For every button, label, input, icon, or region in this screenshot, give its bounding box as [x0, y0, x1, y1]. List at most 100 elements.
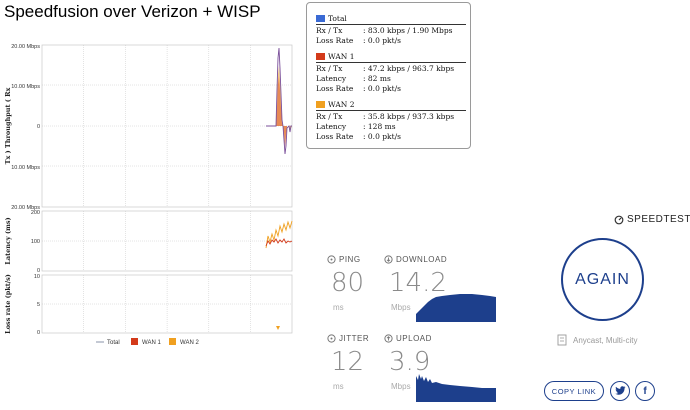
download-header: DOWNLOAD	[384, 255, 447, 264]
lat-tick-2: 0	[37, 268, 40, 274]
stats-row: Latency: 128 ms	[316, 122, 464, 132]
page-title: Speedfusion over Verizon + WISP	[4, 2, 261, 21]
stats-row: Loss Rate : 0.0 pkt/s	[316, 132, 464, 142]
stats-value: : 0.0 pkt/s	[363, 36, 401, 45]
speedtest-brand: SPEEDTEST	[614, 214, 690, 225]
legend-label: WAN 2	[180, 340, 199, 346]
facebook-icon: f	[643, 385, 647, 397]
tp-tick-3: 10.00 Mbps	[11, 165, 40, 171]
tp-tick-2: 0	[37, 124, 40, 130]
throughput-chart: 20.00 Mbps 10.00 Mbps 0 10.00 Mbps 20.00…	[4, 44, 293, 211]
color-swatch	[316, 15, 325, 22]
stats-value: : 47.2 kbps / 963.7 kbps	[363, 64, 455, 73]
speedtest-logo-icon	[614, 215, 624, 224]
color-swatch	[316, 53, 325, 60]
legend-swatch	[131, 338, 138, 345]
stats-value: : 35.8 kbps / 937.3 kbps	[363, 112, 455, 121]
stats-key: Loss Rate	[316, 84, 354, 93]
stats-value: : 0.0 pkt/s	[363, 132, 401, 141]
legend-label: Total	[107, 340, 120, 346]
stats-value: : 128 ms	[363, 122, 396, 131]
legend-label: WAN 1	[142, 340, 161, 346]
tp-tick-0: 20.00 Mbps	[11, 44, 40, 50]
download-unit: Mbps	[391, 303, 411, 312]
total-throughput-line	[266, 47, 292, 155]
legend-swatch	[169, 338, 176, 345]
lat-tick-1: 100	[31, 239, 40, 245]
twitter-button[interactable]	[610, 381, 630, 401]
loss-tick-2: 0	[37, 330, 40, 336]
twitter-icon	[614, 386, 625, 395]
upload-header: UPLOAD	[384, 334, 432, 343]
ping-icon	[327, 255, 336, 264]
stats-group-name: WAN 1	[328, 52, 355, 61]
chart-area: 20.00 Mbps 10.00 Mbps 0 10.00 Mbps 20.00…	[4, 44, 293, 346]
stats-key: Rx / Tx	[316, 112, 343, 121]
ping-value: 80	[331, 268, 365, 298]
upload-label: UPLOAD	[396, 334, 432, 343]
stats-row: Latency : 82 ms	[316, 74, 464, 84]
wan1-latency-line	[265, 238, 293, 247]
copy-link-button[interactable]: COPY LINK	[544, 381, 604, 401]
upload-graph	[416, 374, 496, 402]
upload-icon	[384, 334, 393, 343]
stats-key: Rx / Tx	[316, 64, 343, 73]
stats-group-header: Total	[316, 14, 466, 25]
tp-tick-1: 10.00 Mbps	[11, 84, 40, 90]
wan2-throughput-area	[276, 66, 292, 144]
jitter-icon	[327, 334, 336, 343]
stats-group-header: WAN 1	[316, 52, 466, 63]
jitter-value: 12	[331, 347, 365, 377]
stats-group-name: WAN 2	[328, 100, 355, 109]
download-value: 14.2	[389, 268, 447, 298]
stats-value: : 0.0 pkt/s	[363, 84, 401, 93]
ping-header: PING	[327, 255, 361, 264]
jitter-header: JITTER	[327, 334, 369, 343]
speedtest-brand-text: SPEEDTEST	[627, 214, 690, 225]
loss-chart: 10 5 0 Loss rate (pkt/s)	[4, 274, 293, 336]
stats-group-header: WAN 2	[316, 100, 466, 111]
ping-label: PING	[339, 255, 361, 264]
facebook-button[interactable]: f	[635, 381, 655, 401]
loss-tick-0: 10	[34, 274, 40, 280]
upload-value: 3.9	[389, 347, 431, 377]
download-label: DOWNLOAD	[396, 255, 448, 264]
wan2-loss-marker	[276, 326, 280, 330]
stats-row: Rx / Tx : 47.2 kbps / 963.7 kbps	[316, 64, 464, 74]
stats-key: Latency	[316, 74, 347, 83]
stats-key: Loss Rate	[316, 36, 354, 45]
stats-row: Rx / Tx : 35.8 kbps / 937.3 kbps	[316, 112, 464, 122]
lat-ylabel: Latency (ms)	[4, 217, 12, 264]
tp-ylabel: Tx ) Throughput ( Rx	[4, 87, 12, 164]
stats-value: : 83.0 kbps / 1.90 Mbps	[363, 26, 453, 35]
stats-key: Loss Rate	[316, 132, 354, 141]
stats-row: Rx / Tx : 83.0 kbps / 1.90 Mbps	[316, 26, 464, 36]
server-icon	[557, 334, 567, 346]
latency-chart: 200 100 0 Latency (ms)	[4, 210, 293, 274]
download-graph	[416, 294, 496, 322]
stats-group-wan-2: WAN 2 Rx / Tx : 35.8 kbps / 937.3 kbps Late…	[316, 100, 466, 142]
upload-unit: Mbps	[391, 382, 411, 391]
download-icon	[384, 255, 393, 264]
tp-tick-4: 20.00 Mbps	[11, 205, 40, 211]
stats-key: Rx / Tx	[316, 26, 343, 35]
server-name: Anycast, Multi-city	[573, 335, 638, 345]
server-info: Anycast, Multi-city	[557, 334, 637, 346]
stats-value: : 82 ms	[363, 74, 391, 83]
wan2-latency-line	[265, 220, 293, 249]
stats-row: Loss Rate : 0.0 pkt/s	[316, 36, 464, 46]
chart-legend: Total WAN 1 WAN 2	[96, 338, 199, 346]
again-button[interactable]: AGAIN	[561, 238, 644, 321]
jitter-label: JITTER	[339, 334, 370, 343]
loss-tick-1: 5	[37, 302, 40, 308]
stats-panel: Total Rx / Tx: 83.0 kbps / 1.90 Mbps Loss …	[306, 2, 471, 149]
jitter-unit: ms	[333, 382, 344, 391]
ping-unit: ms	[333, 303, 344, 312]
stats-group-wan-1: WAN 1 Rx / Tx: 47.2 kbps / 963.7 kbps Late…	[316, 52, 466, 94]
lat-tick-0: 200	[31, 210, 40, 216]
loss-ylabel: Loss rate (pkt/s)	[4, 274, 12, 334]
stats-row: Loss Rate : 0.0 pkt/s	[316, 84, 464, 94]
stats-group-total: Total Rx / Tx: 83.0 kbps / 1.90 Mbps Loss …	[316, 14, 466, 46]
stats-group-name: Total	[328, 14, 347, 23]
wan1-throughput-area	[276, 76, 287, 148]
